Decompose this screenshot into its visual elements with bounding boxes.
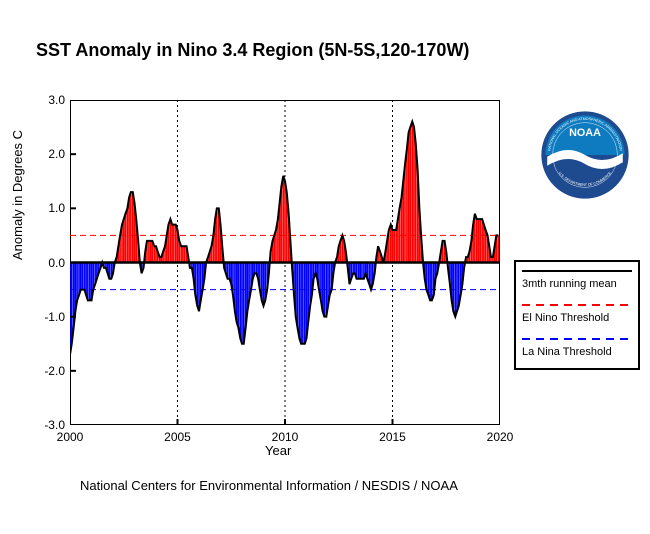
legend-swatch-dashed-blue (522, 338, 632, 340)
legend: 3mth running mean El Nino Threshold La N… (514, 260, 640, 370)
svg-text:NOAA: NOAA (569, 127, 601, 139)
chart-title: SST Anomaly in Nino 3.4 Region (5N-5S,12… (36, 40, 469, 61)
y-tick-label: 3.0 (25, 93, 65, 107)
legend-label: La Nina Threshold (522, 346, 632, 358)
x-tick-label: 2010 (265, 430, 305, 444)
y-axis-label: Anomaly in Degrees C (10, 130, 25, 260)
x-tick-label: 2015 (373, 430, 413, 444)
legend-item-lanina: La Nina Threshold (522, 338, 632, 358)
legend-swatch-dashed-red (522, 304, 632, 306)
y-tick-label: 2.0 (25, 147, 65, 161)
x-tick-label: 2005 (158, 430, 198, 444)
y-tick-label: 0.0 (25, 256, 65, 270)
noaa-logo: NOAA NATIONAL OCEANIC AND ATMOSPHERIC AD… (540, 110, 630, 200)
legend-item-mean: 3mth running mean (522, 270, 632, 290)
y-tick-label: 1.0 (25, 201, 65, 215)
legend-item-elnino: El Nino Threshold (522, 304, 632, 324)
legend-label: 3mth running mean (522, 278, 632, 290)
y-tick-label: -2.0 (25, 364, 65, 378)
credit-text: National Centers for Environmental Infor… (80, 478, 458, 493)
legend-swatch-solid (522, 270, 632, 272)
x-tick-label: 2020 (480, 430, 520, 444)
x-tick-label: 2000 (50, 430, 90, 444)
x-axis-label: Year (265, 443, 291, 458)
chart-plot-area (70, 100, 500, 425)
legend-label: El Nino Threshold (522, 312, 632, 324)
y-tick-label: -1.0 (25, 310, 65, 324)
